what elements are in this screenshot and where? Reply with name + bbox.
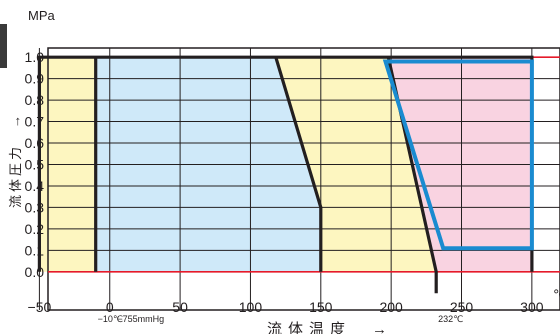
highlight-outline xyxy=(382,59,534,251)
x-tick-label-0: −50 xyxy=(28,299,52,315)
highlight-region xyxy=(382,59,534,251)
y-axis-title: 流体圧力 → xyxy=(8,112,23,208)
annotation-0: −10℃ xyxy=(98,314,123,324)
y-tick-label-7: 0.7 xyxy=(25,114,45,130)
y-tick-label-8: 0.8 xyxy=(25,92,45,108)
x-tick-label-1: 0 xyxy=(106,299,114,315)
boundary-line-2 xyxy=(274,56,323,272)
x-tick-label-7: 300 xyxy=(520,299,544,315)
annotation-2: 232℃ xyxy=(438,314,463,324)
y-tick-label-6: 0.6 xyxy=(25,135,45,151)
x-axis-title: 流体温度 → xyxy=(267,321,393,334)
x-tick-label-2: 50 xyxy=(172,299,188,315)
x-unit-label: ℃ xyxy=(553,287,560,302)
y-tick-label-9: 0.9 xyxy=(25,71,45,87)
x-tick-label-5: 200 xyxy=(379,299,403,315)
y-tick-label-2: 0.2 xyxy=(25,221,45,237)
side-tab-marker xyxy=(0,24,7,68)
x-tick-label-6: 250 xyxy=(450,299,474,315)
x-tick-label-3: 100 xyxy=(239,299,263,315)
y-tick-label-0: 0.0 xyxy=(25,264,45,280)
x-tick-label-4: 150 xyxy=(309,299,333,315)
y-tick-label-3: 0.3 xyxy=(25,199,45,215)
y-tick-label-4: 0.4 xyxy=(25,178,45,194)
plot-frame xyxy=(47,47,560,311)
annotation-1: −755mmHg xyxy=(117,314,164,324)
y-unit-label: MPa xyxy=(28,8,56,23)
y-tick-label-5: 0.5 xyxy=(25,156,45,172)
labels: MPa ℃ 流体圧力 → 流体温度 → −10℃−755mmHg 232℃ xyxy=(8,8,560,334)
y-tick-label-1: 0.1 xyxy=(25,242,45,258)
